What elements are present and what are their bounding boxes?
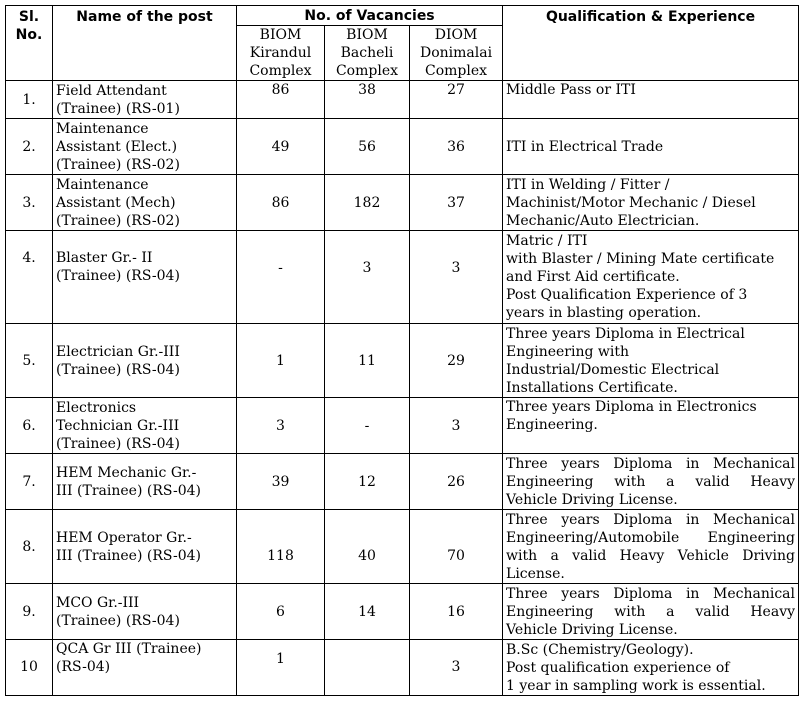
vacancy-donimalai: 3 [408, 230, 504, 324]
sl-no: 3. [5, 174, 53, 231]
vacancy-table: Sl. No. Name of the post No. of Vacancie… [5, 5, 800, 696]
vacancy-bacheli: 40 [324, 509, 410, 584]
header-vacancies: No. of Vacancies [235, 5, 504, 26]
sl-no: 5. [5, 323, 53, 398]
vacancy-kirandul: 86 [236, 174, 325, 231]
vacancy-kirandul: 86 [236, 80, 325, 119]
sl-no: 6. [5, 397, 53, 454]
header-complex-bacheli: BIOM Bacheli Complex [324, 25, 410, 81]
table-row: 7. HEM Mechanic Gr.- III (Trainee) (RS-0… [5, 453, 800, 510]
vacancy-kirandul: 3 [236, 397, 325, 454]
sl-no: 10 [5, 639, 53, 696]
table-row: 4. Blaster Gr.- II (Trainee) (RS-04) - 3… [5, 230, 800, 324]
vacancy-kirandul: - [236, 230, 325, 324]
vacancy-bacheli: 11 [324, 323, 410, 398]
vacancy-bacheli: 14 [324, 583, 410, 640]
qualification: Middle Pass or ITI [502, 80, 800, 119]
vacancy-bacheli: 182 [324, 174, 410, 231]
post-name: Blaster Gr.- II (Trainee) (RS-04) [52, 230, 237, 324]
vacancy-bacheli: 38 [324, 80, 410, 119]
vacancy-donimalai: 27 [408, 80, 504, 119]
vacancy-kirandul: 1 [236, 323, 325, 398]
table-row: 3. Maintenance Assistant (Mech) (Trainee… [5, 174, 800, 231]
header-qualification: Qualification & Experience [502, 5, 800, 81]
vacancy-bacheli: 3 [324, 230, 410, 324]
table-row: 2. Maintenance Assistant (Elect.) (Train… [5, 118, 800, 175]
vacancy-kirandul: 1 [236, 639, 325, 696]
vacancy-donimalai: 36 [408, 118, 504, 175]
vacancy-bacheli: - [324, 397, 410, 454]
table-row: 8. HEM Operator Gr.- III (Trainee) (RS-0… [5, 509, 800, 584]
header-sl-line2: No. [15, 27, 43, 43]
qualification: Three years Diploma in Electrical Engine… [502, 323, 800, 398]
vacancy-donimalai: 29 [408, 323, 504, 398]
qualification: ITI in Electrical Trade [502, 118, 800, 175]
table-row: 1. Field Attendant (Trainee) (RS-01) 86 … [5, 80, 800, 119]
post-name: HEM Mechanic Gr.- III (Trainee) (RS-04) [52, 453, 237, 510]
vacancy-donimalai: 3 [408, 639, 504, 696]
header-complex-donimalai: DIOM Donimalai Complex [408, 25, 504, 81]
header-post-name: Name of the post [52, 5, 237, 81]
vacancy-bacheli: 56 [324, 118, 410, 175]
vacancy-donimalai: 70 [408, 509, 504, 584]
qualification: Matric / ITI with Blaster / Mining Mate … [502, 230, 800, 324]
sl-no: 7. [5, 453, 53, 510]
header-complex-kirandul: BIOM Kirandul Complex [236, 25, 325, 81]
vacancy-kirandul: 39 [236, 453, 325, 510]
table-row: 6. Electronics Technician Gr.-III (Train… [5, 397, 800, 454]
sl-no: 9. [5, 583, 53, 640]
vacancy-rows: 1. Field Attendant (Trainee) (RS-01) 86 … [5, 80, 800, 696]
post-name: Maintenance Assistant (Mech) (Trainee) (… [52, 174, 237, 231]
vacancy-donimalai: 3 [408, 397, 504, 454]
sl-no: 4. [5, 230, 53, 324]
vacancy-kirandul: 6 [236, 583, 325, 640]
qualification: Three years Diploma in Mechanical Engine… [502, 583, 800, 640]
vacancy-kirandul: 118 [236, 509, 325, 584]
post-name: Electronics Technician Gr.-III (Trainee)… [52, 397, 237, 454]
vacancy-donimalai: 16 [408, 583, 504, 640]
post-name: QCA Gr III (Trainee) (RS-04) [52, 639, 237, 696]
sl-no: 1. [5, 80, 53, 119]
vacancy-donimalai: 26 [408, 453, 504, 510]
header-sl-no: Sl. No. [5, 5, 53, 81]
qualification: B.Sc (Chemistry/Geology). Post qualifica… [502, 639, 800, 696]
post-name: Electrician Gr.-III (Trainee) (RS-04) [52, 323, 237, 398]
qualification: Three years Diploma in Mechanical Engine… [502, 453, 800, 510]
vacancy-donimalai: 37 [408, 174, 504, 231]
sl-no: 8. [5, 509, 53, 584]
header-sl-line1: Sl. [18, 9, 40, 25]
vacancy-bacheli [324, 639, 410, 696]
vacancy-kirandul: 49 [236, 118, 325, 175]
table-row: 5. Electrician Gr.-III (Trainee) (RS-04)… [5, 323, 800, 398]
post-name: Maintenance Assistant (Elect.) (Trainee)… [52, 118, 237, 175]
sl-no: 2. [5, 118, 53, 175]
table-row: 10 QCA Gr III (Trainee) (RS-04) 1 3 B.Sc… [5, 639, 800, 696]
vacancy-document: Sl. No. Name of the post No. of Vacancie… [5, 5, 800, 696]
post-name: MCO Gr.-III (Trainee) (RS-04) [52, 583, 237, 640]
qualification: ITI in Welding / Fitter / Machinist/Moto… [502, 174, 800, 231]
qualification: Three years Diploma in Electronics Engin… [502, 397, 800, 454]
table-row: 9. MCO Gr.-III (Trainee) (RS-04) 6 14 16… [5, 583, 800, 640]
qualification: Three years Diploma in Mechanical Engine… [502, 509, 800, 584]
post-name: HEM Operator Gr.- III (Trainee) (RS-04) [52, 509, 237, 584]
post-name: Field Attendant (Trainee) (RS-01) [52, 80, 237, 119]
vacancy-bacheli: 12 [324, 453, 410, 510]
